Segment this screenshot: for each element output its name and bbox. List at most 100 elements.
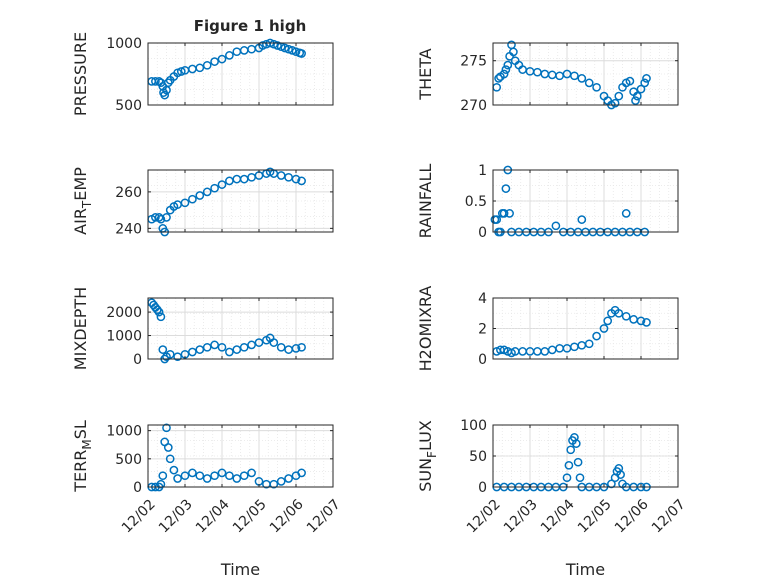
data-point	[505, 209, 514, 218]
axes-box	[147, 42, 334, 106]
data-point	[210, 340, 219, 350]
y-axis-label: PRESSURE	[71, 32, 90, 116]
data-point	[156, 479, 166, 489]
x-tick-label: 12/03	[156, 496, 196, 536]
y-axis-label: THETA	[416, 48, 435, 100]
data-point	[273, 41, 282, 50]
data-point	[162, 423, 171, 433]
data-point	[636, 316, 646, 326]
data-point	[151, 213, 160, 222]
data-point	[584, 339, 594, 349]
subplot-rainfall: 0 0.5 1 RAINFALL	[416, 163, 679, 241]
data-point	[642, 318, 651, 327]
data-point	[584, 78, 594, 88]
data-point	[280, 43, 290, 53]
data-point	[640, 78, 650, 88]
data-point	[225, 347, 234, 357]
data-point	[571, 439, 581, 448]
data-point	[247, 340, 256, 350]
data-point	[625, 76, 635, 86]
x-axis-label: Time	[565, 560, 605, 579]
data-point	[195, 63, 205, 73]
axes-box	[147, 169, 334, 233]
data-point	[188, 194, 197, 204]
y-tick-label: 1000	[106, 329, 142, 345]
data-point	[180, 198, 190, 208]
data-point	[570, 71, 579, 81]
data-point	[501, 65, 511, 74]
data-point	[616, 470, 625, 479]
axes-box	[492, 42, 679, 106]
data-point	[173, 68, 182, 78]
data-point	[575, 473, 585, 483]
data-point	[276, 477, 286, 486]
data-point	[239, 342, 249, 352]
data-point	[195, 345, 205, 354]
data-point	[217, 468, 227, 478]
data-point	[158, 345, 168, 354]
data-point	[291, 174, 301, 184]
y-axis-label: TERRMSL	[71, 420, 94, 493]
data-point	[188, 347, 197, 357]
data-point	[202, 187, 212, 197]
data-point	[577, 74, 587, 83]
x-tick-label: 12/06	[267, 496, 307, 536]
data-point	[225, 471, 234, 481]
data-point	[297, 49, 306, 58]
data-point	[232, 474, 242, 483]
y-tick-label: 2000	[106, 305, 142, 321]
data-point	[284, 44, 293, 54]
y-tick-label: 0	[133, 480, 142, 496]
data-point	[610, 98, 620, 108]
y-tick-label: 275	[460, 54, 487, 70]
data-point	[291, 47, 301, 57]
data-point	[247, 468, 256, 478]
x-tick-label: 12/06	[612, 496, 652, 536]
x-axis-label: Time	[220, 560, 260, 579]
data-point	[154, 307, 164, 317]
data-point	[158, 471, 168, 481]
y-tick-label: 0.5	[465, 194, 487, 210]
data-point	[287, 46, 297, 55]
data-point	[165, 349, 175, 359]
data-point	[499, 69, 509, 79]
data-point	[169, 465, 179, 475]
data-point	[162, 213, 171, 222]
data-point	[180, 471, 190, 481]
y-tick-label: 50	[469, 449, 487, 465]
data-point	[269, 338, 279, 347]
y-axis-label: AIRTEMP	[71, 167, 94, 235]
data-point	[165, 454, 175, 464]
x-tick-label: 12/05	[575, 496, 615, 536]
data-point	[291, 344, 301, 353]
data-point	[269, 39, 279, 49]
data-point	[551, 221, 561, 231]
data-point	[573, 457, 583, 467]
y-tick-label: 1	[478, 163, 487, 179]
y-tick-label: 1000	[106, 36, 142, 52]
y-tick-label: 0	[478, 352, 487, 368]
data-point	[239, 471, 249, 481]
data-point	[631, 96, 640, 105]
y-tick-label: 1000	[106, 424, 142, 440]
data-point	[217, 342, 227, 352]
data-point	[195, 191, 205, 200]
data-point	[156, 312, 166, 322]
data-point	[173, 352, 182, 362]
data-point	[501, 184, 511, 193]
data-point	[217, 180, 227, 189]
data-point	[156, 214, 166, 224]
data-point	[151, 77, 160, 86]
data-point	[503, 60, 513, 70]
y-tick-label: 100	[460, 418, 487, 434]
x-tick-label: 12/05	[230, 496, 270, 536]
data-point	[210, 183, 219, 193]
subplot-pressure: 500 1000 PRESSURE	[71, 32, 334, 116]
y-tick-label: 2	[478, 322, 487, 338]
data-point	[614, 91, 624, 101]
data-point	[210, 57, 219, 66]
data-point	[621, 311, 631, 321]
data-point	[642, 74, 651, 83]
